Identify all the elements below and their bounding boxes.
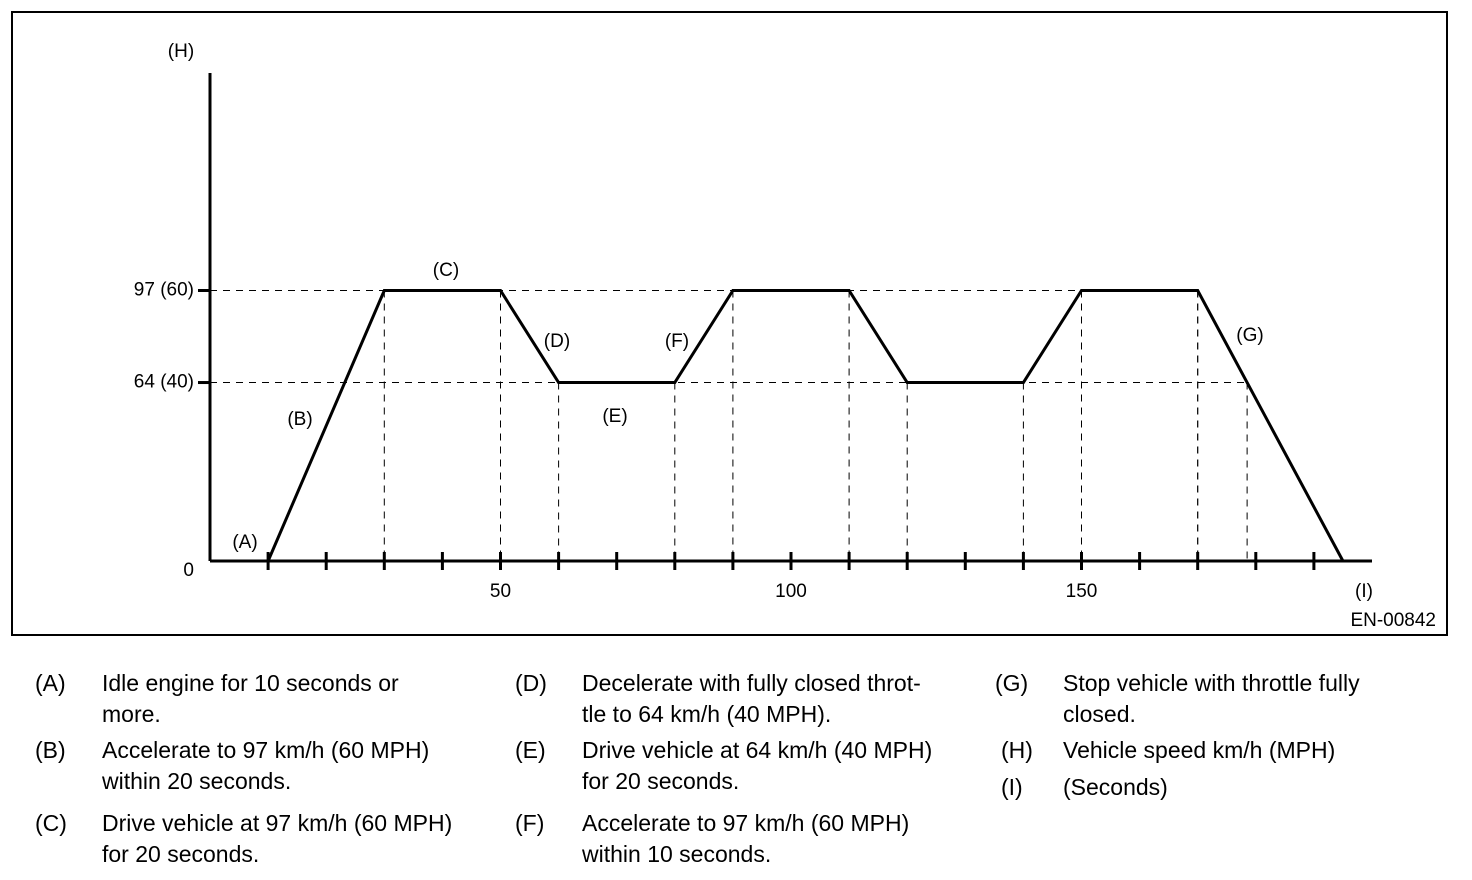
x-tick-label: 100: [775, 581, 807, 602]
legend-key: (E): [515, 737, 546, 763]
legend-key: (C): [35, 810, 67, 836]
annotation: (C): [433, 260, 459, 281]
legend-key: (G): [995, 670, 1029, 696]
x-tick-label: 50: [490, 581, 511, 602]
legend-text: Decelerate with fully closed throt-: [582, 670, 921, 696]
legend-text: Accelerate to 97 km/h (60 MPH): [582, 810, 910, 836]
legend-text: within 10 seconds.: [582, 841, 772, 867]
legend-text: Stop vehicle with throttle fully: [1063, 670, 1360, 696]
legend-key: (I): [1001, 774, 1023, 800]
legend-text: for 20 seconds.: [102, 841, 260, 867]
annotation: (D): [544, 331, 570, 352]
legend-key: (A): [35, 670, 66, 696]
legend-text: closed.: [1063, 701, 1136, 727]
legend-text: Idle engine for 10 seconds or: [102, 670, 399, 696]
legend-text: Drive vehicle at 64 km/h (40 MPH): [582, 737, 933, 763]
legend-key: (H): [1001, 737, 1033, 763]
annotation: (E): [602, 406, 627, 427]
x-axis-label: (I): [1355, 581, 1373, 602]
annotation: (G): [1236, 325, 1263, 346]
y-tick-label: 97 (60): [134, 280, 194, 301]
legend-key: (F): [515, 810, 545, 836]
annotation: (B): [287, 409, 312, 430]
frame: [11, 11, 1448, 636]
legend-text: (Seconds): [1063, 774, 1168, 800]
x-tick-label: 150: [1066, 581, 1098, 602]
annotation: (A): [232, 532, 257, 553]
y-tick-label: 0: [183, 560, 194, 581]
speed-line: [266, 289, 1345, 562]
chart: (H) (I) EN-00842 0 64 (40) 97 (60) 50 100 150…: [11, 11, 1448, 636]
legend-text: Accelerate to 97 km/h (60 MPH): [102, 737, 430, 763]
legend-text: tle to 64 km/h (40 MPH).: [582, 701, 832, 727]
legend-text: Drive vehicle at 97 km/h (60 MPH): [102, 810, 453, 836]
y-axis-label: (H): [168, 41, 194, 62]
legend-text: within 20 seconds.: [102, 768, 292, 794]
legend-text: for 20 seconds.: [582, 768, 740, 794]
figure-code: EN-00842: [1350, 610, 1436, 631]
annotation: (F): [665, 331, 689, 352]
legend-text: more.: [102, 701, 161, 727]
legend-key: (B): [35, 737, 66, 763]
legend-text: Vehicle speed km/h (MPH): [1063, 737, 1336, 763]
legend-key: (D): [515, 670, 547, 696]
y-tick-label: 64 (40): [134, 372, 194, 393]
